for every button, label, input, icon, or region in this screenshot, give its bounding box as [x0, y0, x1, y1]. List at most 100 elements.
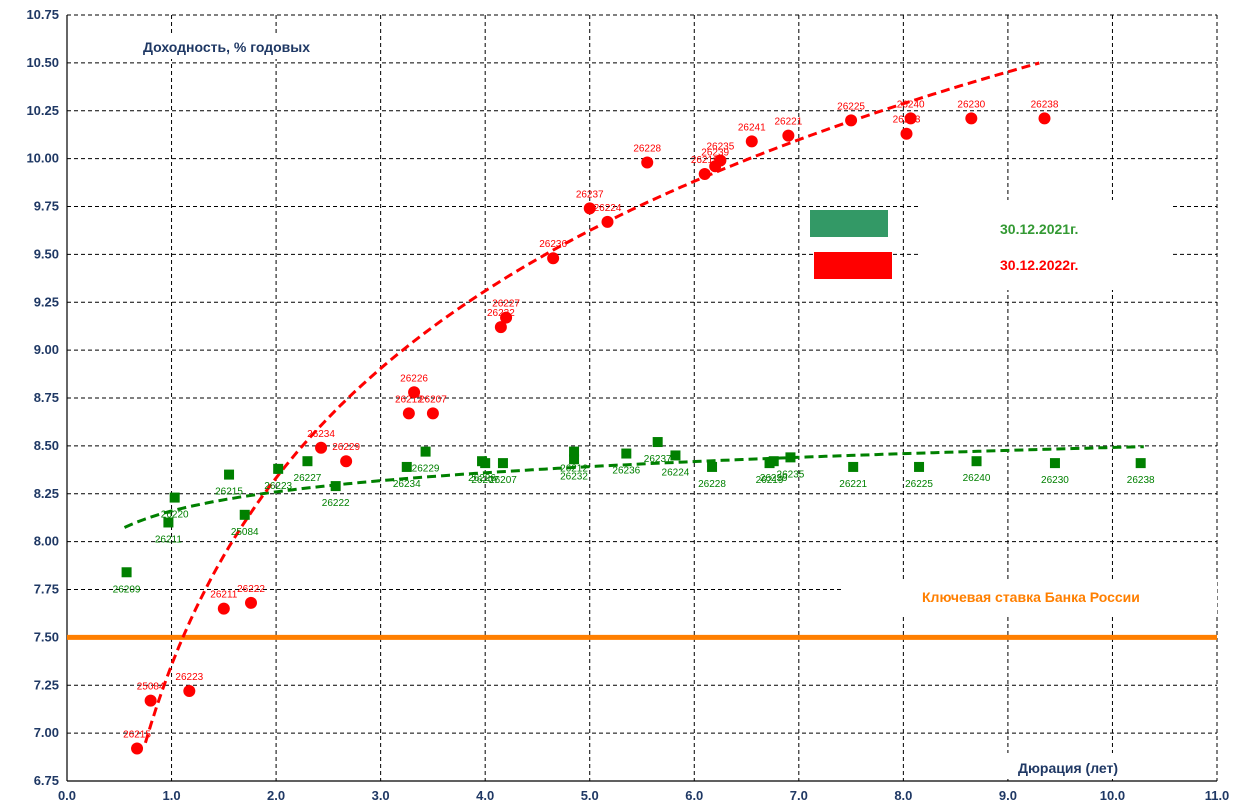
point-2022 — [494, 321, 507, 334]
point-label-2021: 26220 — [161, 510, 189, 521]
point-2022 — [714, 154, 727, 167]
point-label-2022: 26241 — [738, 122, 766, 133]
y-tick-label: 9.25 — [34, 294, 59, 309]
point-2021 — [330, 481, 341, 492]
point-2021 — [497, 458, 508, 469]
axes: 6.757.007.257.507.758.008.258.508.759.00… — [26, 7, 1229, 803]
point-2022 — [641, 156, 654, 169]
y-tick-label: 8.00 — [34, 534, 59, 549]
point-label-2022: 26226 — [400, 373, 428, 384]
point-2021 — [401, 461, 412, 472]
point-label-2021: 26224 — [662, 467, 690, 478]
point-label-2021: 26221 — [839, 479, 867, 490]
point-label-2022: 26227 — [492, 299, 520, 310]
point-label-2022: 26211 — [210, 590, 238, 601]
x-tick-label: 5.0 — [581, 788, 599, 803]
point-2022 — [583, 202, 596, 215]
trendlines — [123, 61, 1144, 744]
point-2022 — [782, 129, 795, 142]
point-2021 — [785, 452, 796, 463]
point-2021 — [848, 461, 859, 472]
x-tick-label: 6.0 — [685, 788, 703, 803]
point-2022 — [965, 112, 978, 125]
point-label-2021: 26236 — [612, 466, 640, 477]
x-tick-label: 7.0 — [790, 788, 808, 803]
point-label-2021: 26227 — [294, 473, 322, 484]
point-label-2022: 26228 — [633, 143, 661, 154]
point-label-2022: 26212 — [395, 394, 423, 405]
point-2022 — [131, 742, 144, 755]
y-tick-label: 8.75 — [34, 390, 59, 405]
point-2022 — [426, 407, 439, 420]
trendline-2021 — [123, 445, 1144, 529]
legend: 30.12.2021г. 30.12.2022г. — [810, 200, 1170, 290]
point-label-2021: 26230 — [1041, 475, 1069, 486]
point-label-2022: 26219 — [691, 155, 719, 166]
point-2021 — [652, 437, 663, 448]
point-label-2022: 26237 — [576, 189, 604, 200]
grid-lines — [67, 14, 1218, 782]
x-tick-label: 3.0 — [372, 788, 390, 803]
y-tick-label: 7.25 — [34, 677, 59, 692]
point-2021 — [670, 450, 681, 461]
x-tick-label: 10.0 — [1100, 788, 1125, 803]
point-2022 — [500, 311, 513, 324]
point-2021 — [239, 509, 250, 520]
point-2021 — [621, 448, 632, 459]
legend-label-2022: 30.12.2022г. — [1000, 257, 1078, 273]
point-label-2022: 26222 — [237, 584, 265, 595]
point-2021 — [914, 461, 925, 472]
data-points — [121, 112, 1146, 755]
y-tick-label: 8.50 — [34, 438, 59, 453]
point-label-2021: 26228 — [698, 479, 726, 490]
point-label-2021: 25084 — [231, 527, 259, 538]
point-label-2021: 26223 — [264, 481, 292, 492]
point-2021 — [273, 463, 284, 474]
legend-swatch-2022 — [814, 252, 892, 279]
point-2022 — [900, 127, 913, 140]
xlabel-backdrop — [1000, 753, 1158, 779]
point-label-2022: 26224 — [594, 203, 622, 214]
point-label-2022: 26240 — [897, 99, 925, 110]
point-label-2021: 26222 — [322, 498, 350, 509]
point-label-2022: 26207 — [419, 394, 447, 405]
point-2021 — [707, 461, 718, 472]
point-2021 — [480, 458, 491, 469]
point-labels: 2620926211262202621525084262232622726222… — [113, 99, 1155, 740]
point-2022 — [547, 252, 560, 265]
point-label-2021: 26219 — [756, 475, 784, 486]
point-2021 — [302, 456, 313, 467]
point-label-2022: 26232 — [487, 308, 515, 319]
title-backdrop — [128, 33, 358, 59]
y-tick-label: 10.75 — [26, 7, 59, 22]
point-2021 — [569, 454, 580, 465]
y-tick-label: 8.25 — [34, 486, 59, 501]
y-tick-label: 7.50 — [34, 629, 59, 644]
point-label-2021: 26226 — [468, 473, 496, 484]
point-label-2021: 26240 — [963, 473, 991, 484]
point-2022 — [402, 407, 415, 420]
chart-title: Доходность, % годовых — [143, 39, 310, 55]
point-2022 — [904, 112, 917, 125]
point-label-2022: 26236 — [539, 239, 567, 250]
point-label-2022: 25084 — [137, 682, 165, 693]
x-tick-label: 4.0 — [476, 788, 494, 803]
point-label-2022: 26215 — [123, 729, 151, 740]
point-label-2021: 26211 — [155, 534, 183, 545]
point-2022 — [698, 167, 711, 180]
point-label-2022: 26223 — [175, 672, 203, 683]
point-label-2022: 26230 — [957, 99, 985, 110]
point-2021 — [1049, 458, 1060, 469]
point-2022 — [217, 602, 230, 615]
point-2022 — [315, 441, 328, 454]
x-tick-label: 1.0 — [163, 788, 181, 803]
point-2021 — [1135, 458, 1146, 469]
point-2022 — [601, 215, 614, 228]
point-2022 — [845, 114, 858, 127]
y-tick-label: 9.50 — [34, 246, 59, 261]
keyrate-label-backdrop — [842, 580, 1217, 614]
point-label-2022: 26234 — [307, 429, 335, 440]
point-label-2022: 26225 — [837, 101, 865, 112]
point-2021 — [169, 492, 180, 503]
